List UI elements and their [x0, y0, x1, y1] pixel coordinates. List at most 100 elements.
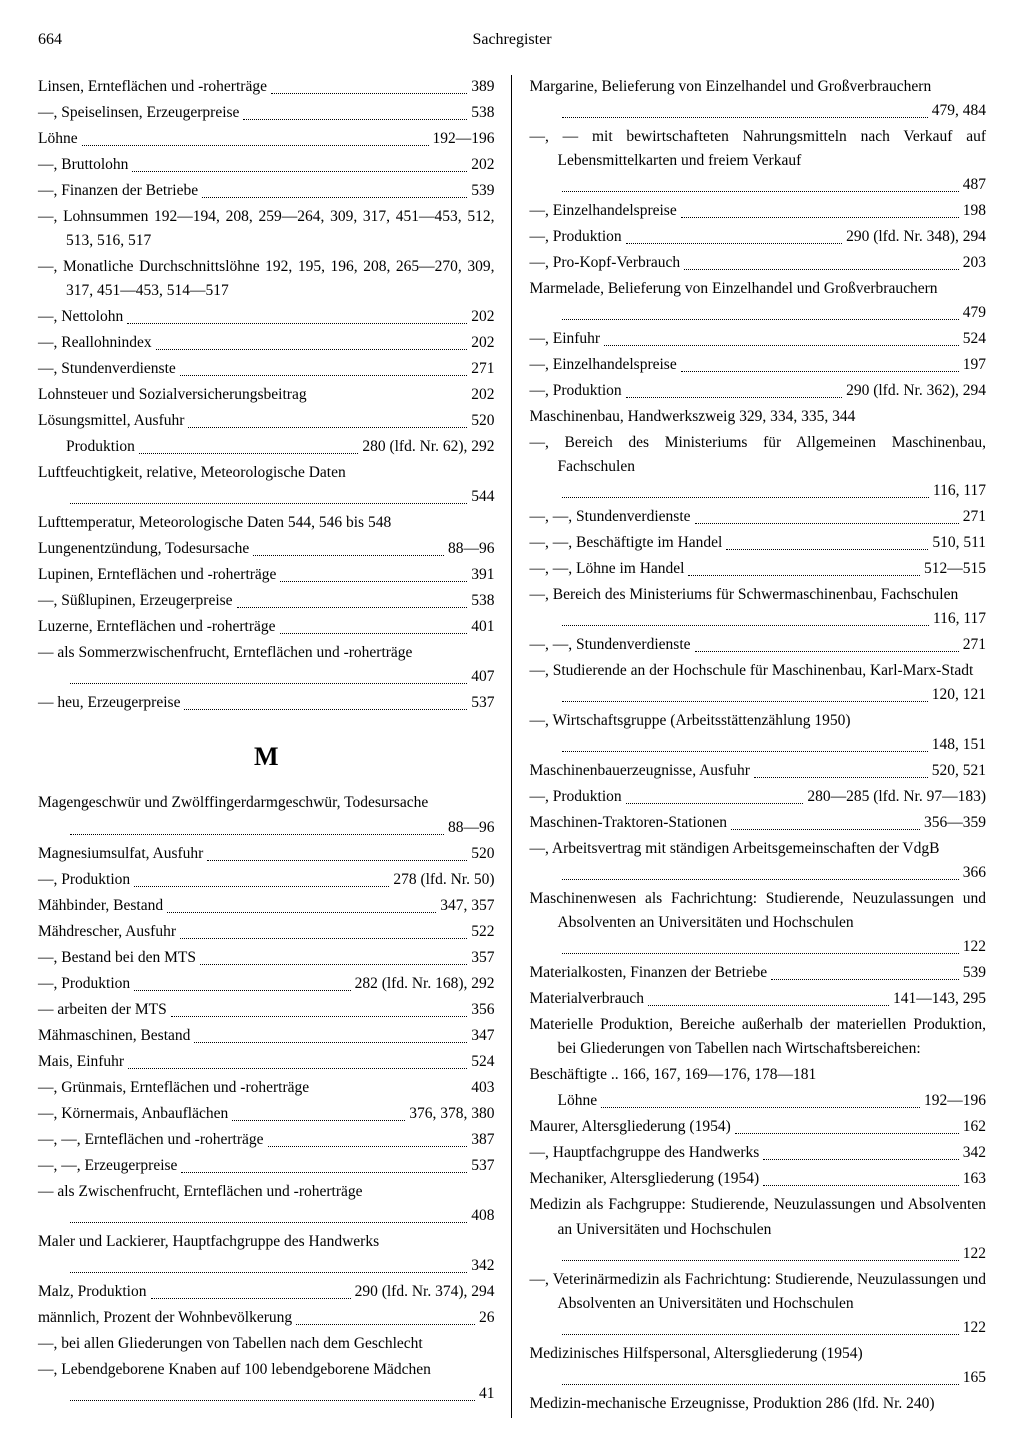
index-term: Materialkosten, Finanzen der Betriebe: [530, 961, 768, 985]
page-ref: 537: [471, 691, 494, 715]
leader-dots: [253, 555, 444, 556]
index-entry-row: —, Lebendgeborene Knaben auf 100 lebendg…: [38, 1358, 495, 1406]
index-entry: —, bei allen Gliederungen von Tabellen n…: [38, 1332, 495, 1356]
index-entry: —, —, Erzeugerpreise537: [38, 1154, 495, 1178]
leader-dots: [132, 171, 467, 172]
index-term: —, Produktion: [530, 785, 622, 809]
index-entry: —, — mit bewirtschafteten Nahrungsmittel…: [530, 125, 987, 197]
index-entry: Mähmaschinen, Bestand347: [38, 1024, 495, 1048]
index-entry-row: —, Arbeitsvertrag mit ständigen Arbeitsg…: [530, 837, 987, 885]
index-term: Materialverbrauch: [530, 987, 644, 1011]
page-ref: 389: [471, 75, 494, 99]
index-entry: —, Hauptfachgruppe des Handwerks342: [530, 1141, 987, 1165]
leader-dots: [139, 453, 358, 454]
page-ref: 192—196: [924, 1089, 986, 1113]
index-entry: —, Finanzen der Betriebe 539: [38, 179, 495, 203]
page-ref: 391: [471, 563, 494, 587]
leader-dots: [268, 1146, 468, 1147]
leader-dots: [202, 197, 467, 198]
index-term: —, —, Beschäftigte im Handel: [530, 531, 723, 555]
index-entry: Mähbinder, Bestand347, 357: [38, 894, 495, 918]
index-entry-row: —, Wirtschaftsgruppe (Arbeitsstättenzähl…: [530, 709, 987, 757]
index-entry: Magnesiumsulfat, Ausfuhr520: [38, 842, 495, 866]
page-ref: 376, 378, 380: [409, 1102, 494, 1126]
page-ref: 479: [963, 301, 986, 325]
index-entry: — heu, Erzeugerpreise537: [38, 691, 495, 715]
page-ref: 356—359: [924, 811, 986, 835]
index-term: —, Produktion: [530, 225, 622, 249]
leader-dots: [271, 93, 467, 94]
page-ref: 544: [471, 485, 494, 509]
page-ref: 163: [963, 1167, 986, 1191]
page-ref: 122: [963, 935, 986, 959]
index-term: —, Süßlupinen, Erzeugerpreise: [38, 589, 233, 613]
page-ref: 88—96: [448, 816, 495, 840]
index-term: Löhne: [38, 127, 78, 151]
page-ref: 202: [471, 331, 494, 355]
index-entry: —, Einzelhandelspreise198: [530, 199, 987, 223]
leader-dots: [171, 1016, 468, 1017]
index-entry: — als Zwischenfrucht, Ernteflächen und -…: [38, 1180, 495, 1228]
index-entry: Maschinenbauerzeugnisse, Ausfuhr520, 521: [530, 759, 987, 783]
index-entry: Medizin-mechanische Erzeugnisse, Produkt…: [530, 1392, 987, 1416]
page-ref: 538: [471, 101, 494, 125]
leader-dots: [184, 709, 467, 710]
index-entry: —, Bereich des Ministeriums für Schwerma…: [530, 583, 987, 631]
leader-dots: [151, 1298, 351, 1299]
index-entry-row: —, Bereich des Ministeriums für Allgemei…: [530, 431, 987, 503]
page-ref: 162: [963, 1115, 986, 1139]
index-term: —, —, Stundenverdienste: [530, 505, 691, 529]
index-entry: —, Produktion282 (lfd. Nr. 168), 292: [38, 972, 495, 996]
index-term: —, —, Erzeugerpreise: [38, 1154, 177, 1178]
index-entry-row: Maler und Lackierer, Hauptfachgruppe des…: [38, 1230, 495, 1278]
index-term: —, Produktion: [38, 972, 130, 996]
index-term: Luzerne, Ernteflächen und -roherträge: [38, 615, 276, 639]
index-term: —, Bruttolohn: [38, 153, 128, 177]
index-entry-row: Luftfeuchtigkeit, relative, Meteorologis…: [38, 461, 495, 509]
index-entry: —, Körnermais, Anbauflächen376, 378, 380: [38, 1102, 495, 1126]
leader-dots: [180, 375, 467, 376]
leader-dots: [82, 145, 429, 146]
column-left: Linsen, Ernteflächen und -roherträge389—…: [38, 75, 511, 1418]
page-ref: 487: [963, 173, 986, 197]
index-entry: — als Sommerzwischenfrucht, Ernteflächen…: [38, 641, 495, 689]
index-term: —, Reallohnindex: [38, 331, 152, 355]
index-term: Lösungsmittel, Ausfuhr: [38, 409, 184, 433]
page-ref: 522: [471, 920, 494, 944]
leader-dots: [207, 860, 467, 861]
index-term: — arbeiten der MTS: [38, 998, 167, 1022]
index-term: —, Finanzen der Betriebe: [38, 179, 198, 203]
leader-dots: [726, 549, 928, 550]
page-ref: 165: [963, 1366, 986, 1390]
page-ref: 148, 151: [932, 733, 986, 757]
page-ref: 271: [471, 357, 494, 381]
page-ref: 116, 117: [933, 607, 986, 631]
leader-dots: [280, 633, 468, 634]
index-entry: —, Wirtschaftsgruppe (Arbeitsstättenzähl…: [530, 709, 987, 757]
index-term: —, Hauptfachgruppe des Handwerks: [530, 1141, 760, 1165]
page-ref: 202: [471, 383, 494, 407]
index-entry: —, Lohnsummen 192—194, 208, 259—264, 309…: [38, 205, 495, 253]
leader-dots: [194, 1042, 467, 1043]
index-entry: Materialverbrauch141—143, 295: [530, 987, 987, 1011]
leader-dots: [296, 1324, 475, 1325]
index-entry: —, —, Löhne im Handel512—515: [530, 557, 987, 581]
page-ref: 539: [471, 179, 494, 203]
index-entry-row: —, — mit bewirtschafteten Nahrungsmittel…: [530, 125, 987, 197]
index-term: Lohnsteuer und Sozialversicherungsbeitra…: [38, 383, 307, 407]
page-ref: 356: [471, 998, 494, 1022]
leader-dots: [695, 651, 959, 652]
index-term: Produktion: [66, 435, 135, 459]
page-ref: 539: [963, 961, 986, 985]
two-column-body: Linsen, Ernteflächen und -roherträge389—…: [38, 75, 986, 1418]
page-ref: 202: [471, 305, 494, 329]
page-ref: 280—285 (lfd. Nr. 97—183): [807, 785, 986, 809]
index-term: —, Grünmais, Ernteflächen und -roherträg…: [38, 1076, 309, 1100]
index-term: —, —, Löhne im Handel: [530, 557, 685, 581]
page-ref: 524: [471, 1050, 494, 1074]
leader-dots: [648, 1005, 889, 1006]
page-ref: 347, 357: [440, 894, 494, 918]
leader-dots: [127, 323, 467, 324]
index-entry: —, Speiselinsen, Erzeugerpreise538: [38, 101, 495, 125]
index-entry: Maschinenwesen als Fachrichtung: Studier…: [530, 887, 987, 959]
